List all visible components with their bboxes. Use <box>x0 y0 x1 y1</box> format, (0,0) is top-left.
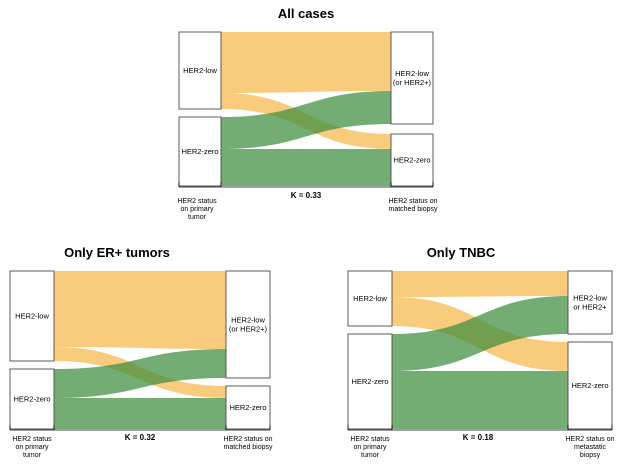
node-label: HER2-zero <box>229 403 266 412</box>
sankey-panel: Only TNBC HER2-low HER2-zero HER2-low or HER… <box>347 245 615 459</box>
node-label: HER2-zero <box>571 381 608 390</box>
right-node-her2-low <box>567 270 613 335</box>
flow-her2-low <box>221 32 391 93</box>
panel-title: Only ER+ tumors <box>64 245 170 260</box>
left-axis-label: HER2 status on primary tumor <box>177 198 217 221</box>
node-label: HER2-low <box>353 294 387 303</box>
node-label: HER2-low (or HER2+) <box>229 316 268 334</box>
node-label: HER2-low <box>15 312 49 321</box>
right-node-her2-zero <box>567 341 613 430</box>
right-node-her2-low <box>225 270 271 379</box>
left-node-her2-zero <box>178 116 222 187</box>
flow-her2-zero <box>54 398 226 429</box>
right-node-her2-zero <box>390 133 434 187</box>
node-label: HER2-low (or HER2+) <box>393 69 432 87</box>
node-label: HER2-zero <box>181 147 218 156</box>
right-node-her2-low <box>390 31 434 125</box>
right-axis-label: HER2 status on metastatic biopsy <box>565 436 614 459</box>
node-label: HER2-zero <box>393 156 430 165</box>
panel-title: All cases <box>278 6 334 21</box>
right-axis-label: HER2 status on matched biopsy <box>388 198 438 213</box>
left-node-her2-low <box>178 31 222 110</box>
flow-her2-zero <box>221 149 391 186</box>
left-axis-label: HER2 status on primary tumor <box>12 436 52 459</box>
left-node-her2-low <box>9 270 55 362</box>
panel-title: Only TNBC <box>427 245 496 260</box>
flow-her2-zero <box>221 91 391 149</box>
node-label: HER2-low <box>183 66 217 75</box>
right-node-her2-zero <box>225 385 271 430</box>
kappa-value: K = 0.32 <box>125 433 156 442</box>
flow-her2-low <box>392 271 568 297</box>
sankey-panel: All cases HER2-low HER2-zero HER2-low (or HE… <box>177 6 438 221</box>
flow-her2-low <box>54 271 226 349</box>
kappa-value: K = 0.18 <box>463 433 494 442</box>
node-label: HER2-zero <box>351 377 388 386</box>
left-node-her2-zero <box>9 368 55 430</box>
left-axis-label: HER2 status on primary tumor <box>350 436 390 459</box>
sankey-panel: Only ER+ tumors HER2-low HER2-zero HER2-low… <box>9 245 273 459</box>
kappa-value: K = 0.33 <box>291 191 322 200</box>
node-label: HER2-zero <box>13 395 50 404</box>
node-label: HER2-low or HER2+ <box>573 294 607 312</box>
left-node-her2-zero <box>347 333 393 430</box>
right-axis-label: HER2 status on matched biopsy <box>223 436 273 451</box>
flow-her2-zero <box>392 371 568 429</box>
left-node-her2-low <box>347 270 393 327</box>
flow-her2-zero <box>392 296 568 371</box>
flow-her2-zero <box>54 349 226 398</box>
